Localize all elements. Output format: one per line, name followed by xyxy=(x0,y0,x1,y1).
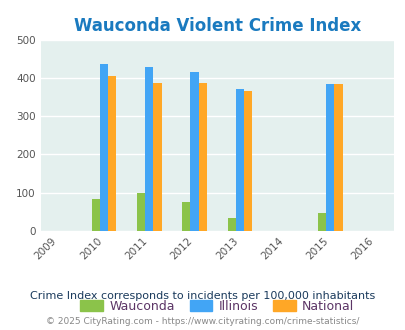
Bar xyxy=(108,76,116,231)
Bar xyxy=(182,202,190,231)
Bar xyxy=(227,218,235,231)
Bar xyxy=(137,193,145,231)
Bar xyxy=(198,83,206,231)
Bar xyxy=(100,64,108,231)
Bar xyxy=(190,72,198,231)
Text: Crime Index corresponds to incidents per 100,000 inhabitants: Crime Index corresponds to incidents per… xyxy=(30,291,375,301)
Bar xyxy=(145,67,153,231)
Bar xyxy=(334,84,342,231)
Legend: Wauconda, Illinois, National: Wauconda, Illinois, National xyxy=(75,295,358,318)
Bar xyxy=(318,213,326,231)
Bar xyxy=(153,83,161,231)
Bar xyxy=(326,84,334,231)
Bar xyxy=(243,90,252,231)
Bar xyxy=(92,199,100,231)
Bar xyxy=(235,88,243,231)
Title: Wauconda Violent Crime Index: Wauconda Violent Crime Index xyxy=(73,17,360,35)
Text: © 2025 CityRating.com - https://www.cityrating.com/crime-statistics/: © 2025 CityRating.com - https://www.city… xyxy=(46,317,359,326)
